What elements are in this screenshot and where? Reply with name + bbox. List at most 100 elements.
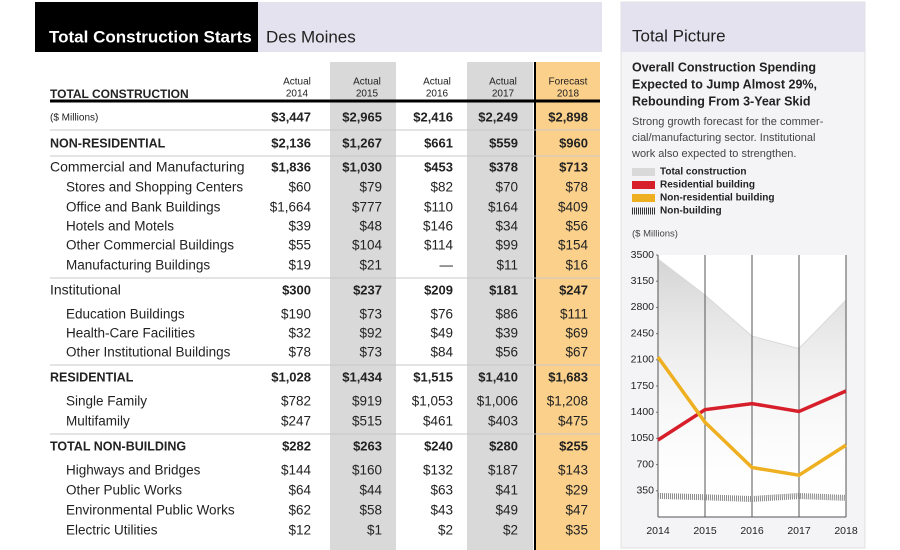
cell-value: $2,898: [548, 109, 588, 124]
cell-value: $104: [352, 238, 383, 253]
cell-value: $461: [423, 414, 453, 429]
cell-value: $16: [565, 258, 588, 273]
cell-value: $1,053: [412, 394, 453, 409]
cell-value: $73: [359, 345, 382, 360]
row-label: Electric Utilities: [66, 523, 158, 538]
legend-swatch: [632, 181, 655, 189]
y-tick-label: 3150: [631, 275, 655, 287]
row-label: Commercial and Manufacturing: [50, 159, 245, 175]
cell-value: $777: [352, 200, 382, 215]
cell-value: $1,836: [271, 159, 311, 174]
x-tick-label: 2015: [693, 525, 717, 537]
legend-swatch: [632, 194, 655, 202]
column-year: 2014: [286, 89, 309, 100]
column-shade: [535, 62, 600, 550]
cell-value: $1: [367, 523, 382, 538]
column-year: 2018: [557, 89, 580, 100]
cell-value: $1,028: [271, 369, 311, 384]
cell-value: $2,965: [342, 109, 382, 124]
cell-value: $1,267: [342, 135, 382, 150]
row-label: Education Buildings: [66, 307, 185, 322]
cell-value: $70: [495, 180, 518, 195]
row-label: RESIDENTIAL: [50, 370, 134, 384]
cell-value: $2: [503, 523, 518, 538]
cell-value: $67: [565, 345, 588, 360]
cell-value: $144: [281, 463, 312, 478]
legend-label: Residential building: [660, 180, 755, 191]
cell-value: $247: [281, 414, 311, 429]
cell-value: $282: [282, 438, 311, 453]
cell-value: $76: [430, 307, 453, 322]
row-label: Single Family: [66, 394, 147, 409]
chart: Total construction Residential building No…: [631, 167, 858, 537]
cell-value: $1,434: [342, 369, 383, 384]
y-tick-label: 2100: [631, 354, 655, 366]
cell-value: $111: [560, 307, 588, 322]
column-shade: [467, 62, 533, 550]
cell-value: $11: [496, 258, 518, 273]
cell-value: $515: [352, 414, 382, 429]
cell-value: $919: [352, 394, 382, 409]
cell-value: $475: [558, 414, 588, 429]
side-text: Overall Construction Spending Expected to…: [631, 60, 824, 160]
cell-value: $49: [495, 503, 518, 518]
cell-value: $82: [430, 180, 453, 195]
legend-label: Non-building: [660, 206, 722, 217]
cell-value: $247: [559, 282, 588, 297]
cell-value: $2,416: [413, 109, 453, 124]
row-label: Environmental Public Works: [66, 503, 235, 518]
row-label: Manufacturing Buildings: [66, 258, 210, 273]
cell-value: $1,030: [342, 159, 382, 174]
cell-value: $110: [424, 200, 453, 215]
headline: Rebounding From 3-Year Skid: [632, 94, 811, 108]
cell-value: $146: [423, 219, 453, 234]
row-label: ($ Millions): [50, 113, 98, 124]
cell-value: $403: [488, 414, 518, 429]
y-tick-label: 2450: [631, 327, 655, 339]
y-tick-label: 1050: [631, 432, 655, 444]
cell-value: $255: [559, 438, 588, 453]
cell-value: $55: [288, 238, 311, 253]
cell-value: $160: [352, 463, 382, 478]
row-label: Office and Bank Buildings: [66, 200, 221, 215]
cell-value: $78: [565, 180, 588, 195]
y-tick-label: 2800: [631, 301, 655, 313]
cell-value: $39: [495, 326, 518, 341]
cell-value: $143: [558, 463, 588, 478]
cell-value: $2,136: [271, 135, 311, 150]
table-label: TOTAL CONSTRUCTION: [50, 87, 189, 101]
cell-value: $1,683: [548, 369, 588, 384]
column-kind: Actual: [489, 77, 517, 88]
row-label: Other Commercial Buildings: [66, 238, 234, 253]
line: [657, 389, 847, 442]
cell-value: $409: [558, 200, 588, 215]
side-title: Total Picture: [632, 26, 726, 45]
cell-value: $29: [565, 483, 588, 498]
line: [656, 356, 847, 478]
column-kind: Actual: [353, 77, 381, 88]
panel-text: cial/manufacturing sector. Institutional: [632, 132, 815, 144]
cell-value: $1,664: [270, 200, 312, 215]
row-label: Health-Care Facilities: [66, 326, 195, 341]
y-tick-label: 1400: [631, 406, 655, 418]
y-tick-label: 3500: [631, 249, 655, 261]
cell-value: $713: [559, 159, 588, 174]
cell-value: $79: [359, 180, 382, 195]
line: [657, 492, 847, 503]
cell-value: $58: [359, 503, 382, 518]
panel-text: Strong growth forecast for the commer-: [632, 116, 824, 128]
table: Actual2014Actual2015Actual2016Actual2017…: [50, 77, 600, 538]
row-label: Stores and Shopping Centers: [66, 180, 243, 195]
cell-value: $47: [565, 503, 588, 518]
cell-value: $69: [565, 326, 588, 341]
cell-value: $782: [281, 394, 311, 409]
cell-value: $49: [430, 326, 453, 341]
panel-text: work also expected to strengthen.: [631, 148, 796, 160]
x-tick-label: 2016: [740, 525, 764, 537]
cell-value: $263: [353, 438, 382, 453]
cell-value: $78: [288, 345, 311, 360]
header-title: Total Construction Starts: [49, 27, 252, 46]
row-label: Hotels and Motels: [66, 219, 174, 234]
cell-value: $60: [288, 180, 311, 195]
